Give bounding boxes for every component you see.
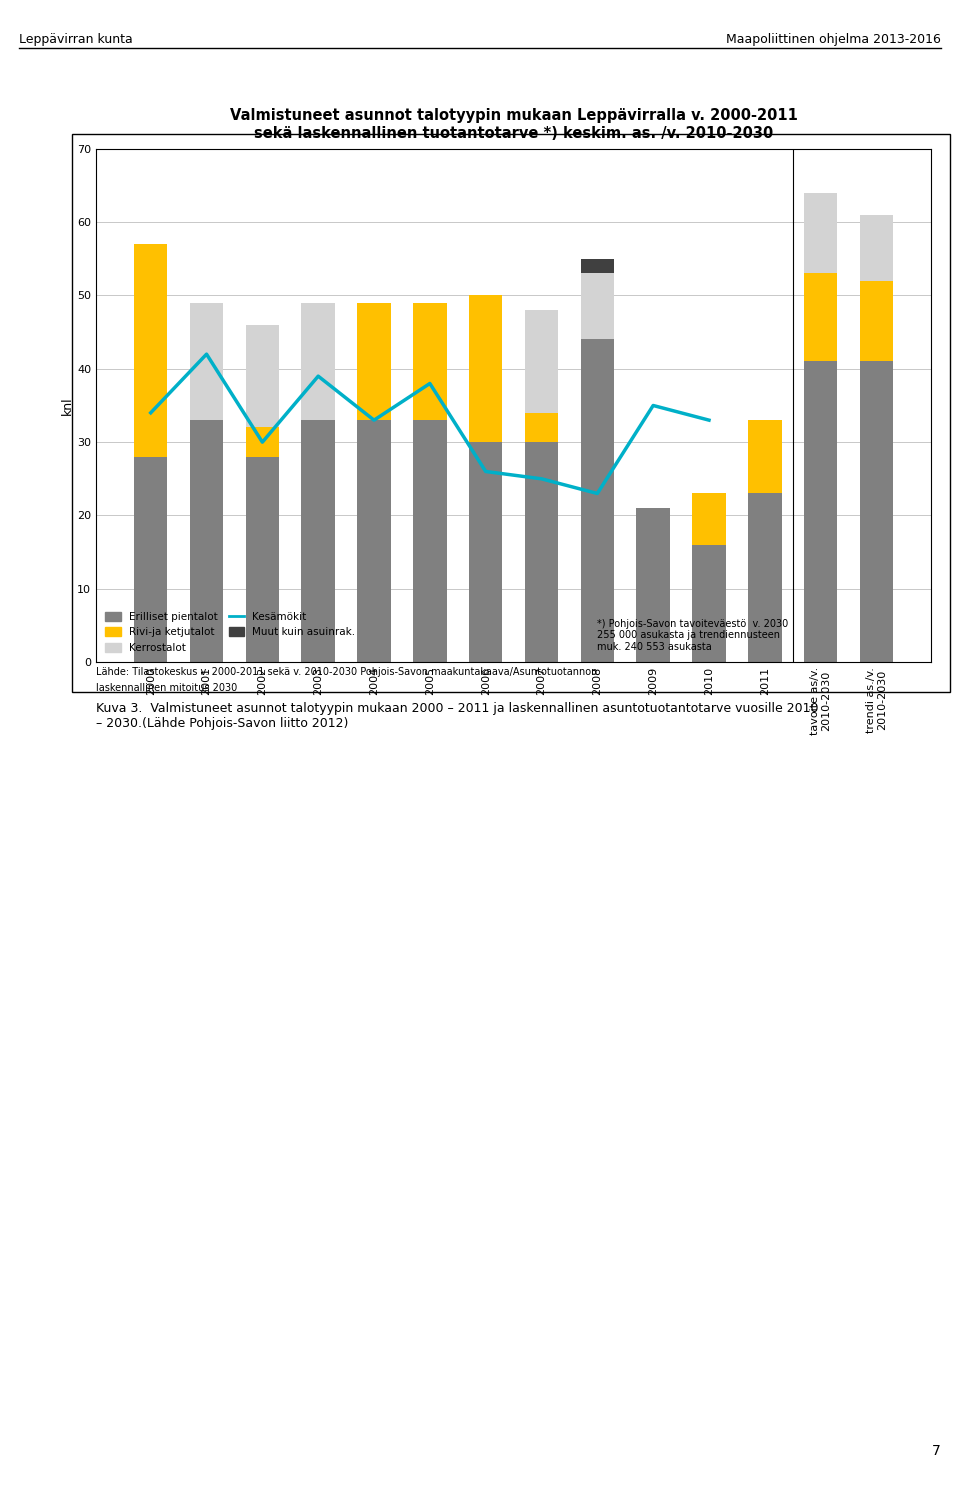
Text: Maapoliittinen ohjelma 2013-2016: Maapoliittinen ohjelma 2013-2016 bbox=[726, 33, 941, 46]
Bar bbox=[581, 339, 614, 662]
Title: Valmistuneet asunnot talotyypin mukaan Leppävirralla v. 2000-2011
sekä laskennal: Valmistuneet asunnot talotyypin mukaan L… bbox=[229, 109, 798, 141]
Bar bbox=[692, 545, 726, 662]
Text: Kuva 3.  Valmistuneet asunnot talotyypin mukaan 2000 – 2011 ja laskennallinen as: Kuva 3. Valmistuneet asunnot talotyypin … bbox=[96, 702, 819, 731]
Text: *) Pohjois-Savon tavoiteväestö  v. 2030
255 000 asukasta ja trendiennusteen
muk.: *) Pohjois-Savon tavoiteväestö v. 2030 2… bbox=[597, 619, 788, 652]
Bar bbox=[413, 420, 446, 662]
Bar bbox=[134, 457, 167, 662]
Bar bbox=[468, 296, 502, 442]
Bar bbox=[636, 507, 670, 662]
Bar bbox=[804, 193, 837, 274]
Bar bbox=[525, 310, 559, 412]
Bar bbox=[190, 302, 224, 420]
Bar bbox=[190, 420, 224, 662]
Bar bbox=[413, 302, 446, 420]
Bar bbox=[246, 457, 279, 662]
Bar bbox=[860, 214, 893, 281]
Bar bbox=[860, 281, 893, 362]
Bar bbox=[246, 427, 279, 457]
Bar bbox=[357, 420, 391, 662]
Bar bbox=[748, 494, 781, 662]
Bar bbox=[246, 324, 279, 427]
Bar bbox=[804, 362, 837, 662]
Bar bbox=[301, 420, 335, 662]
Bar bbox=[301, 302, 335, 420]
Text: laskennallinen mitoitus 2030: laskennallinen mitoitus 2030 bbox=[96, 683, 237, 693]
Y-axis label: knl: knl bbox=[61, 396, 74, 415]
Text: Leppävirran kunta: Leppävirran kunta bbox=[19, 33, 132, 46]
Bar bbox=[804, 274, 837, 362]
Bar bbox=[525, 412, 559, 442]
Bar bbox=[692, 494, 726, 545]
Bar bbox=[748, 420, 781, 494]
Legend: Erilliset pientalot, Rivi-ja ketjutalot, Kerrostalot, Kesämökit, Muut kuin asuin: Erilliset pientalot, Rivi-ja ketjutalot,… bbox=[101, 607, 360, 656]
Bar bbox=[525, 442, 559, 662]
Bar bbox=[860, 362, 893, 662]
Text: Lähde: Tilastokeskus v. 2000-2011 sekä v. 2010-2030 Pohjois-Savon maakuntakaava/: Lähde: Tilastokeskus v. 2000-2011 sekä v… bbox=[96, 667, 597, 677]
Bar bbox=[468, 442, 502, 662]
Bar bbox=[134, 244, 167, 457]
Bar bbox=[357, 302, 391, 420]
Text: 7: 7 bbox=[932, 1445, 941, 1458]
Bar bbox=[581, 259, 614, 274]
Bar bbox=[581, 274, 614, 339]
